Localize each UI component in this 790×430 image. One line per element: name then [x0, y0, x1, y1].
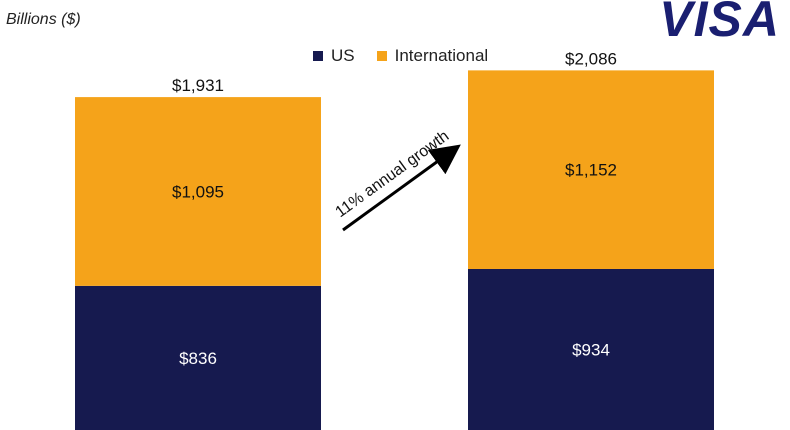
legend-label-us: US [331, 46, 355, 65]
legend-item-international: International [376, 46, 489, 66]
legend-label-international: International [394, 46, 489, 65]
growth-arrow [342, 144, 461, 232]
bar-us-1 [75, 285, 321, 430]
value-label-us-2: $934 [572, 340, 610, 359]
value-label-us-1: $836 [179, 349, 217, 368]
chart-legend: US International [313, 46, 502, 66]
legend-swatch-us [313, 51, 323, 61]
legend-item-us: US [313, 46, 355, 66]
growth-annotation: 11% annual growth [332, 128, 452, 222]
visa-logo: VISA [659, 0, 780, 47]
bar-us-2 [468, 268, 714, 430]
chart-subtitle: Billions ($) [6, 11, 81, 28]
value-label-international-2: $1,152 [565, 161, 617, 180]
bar-international-1 [75, 97, 321, 286]
bar-international-2 [468, 70, 714, 269]
legend-swatch-international [376, 51, 387, 61]
total-label-1: $1,931 [172, 76, 224, 95]
value-label-international-1: $1,095 [172, 182, 224, 201]
total-label-2: $2,086 [565, 49, 617, 68]
